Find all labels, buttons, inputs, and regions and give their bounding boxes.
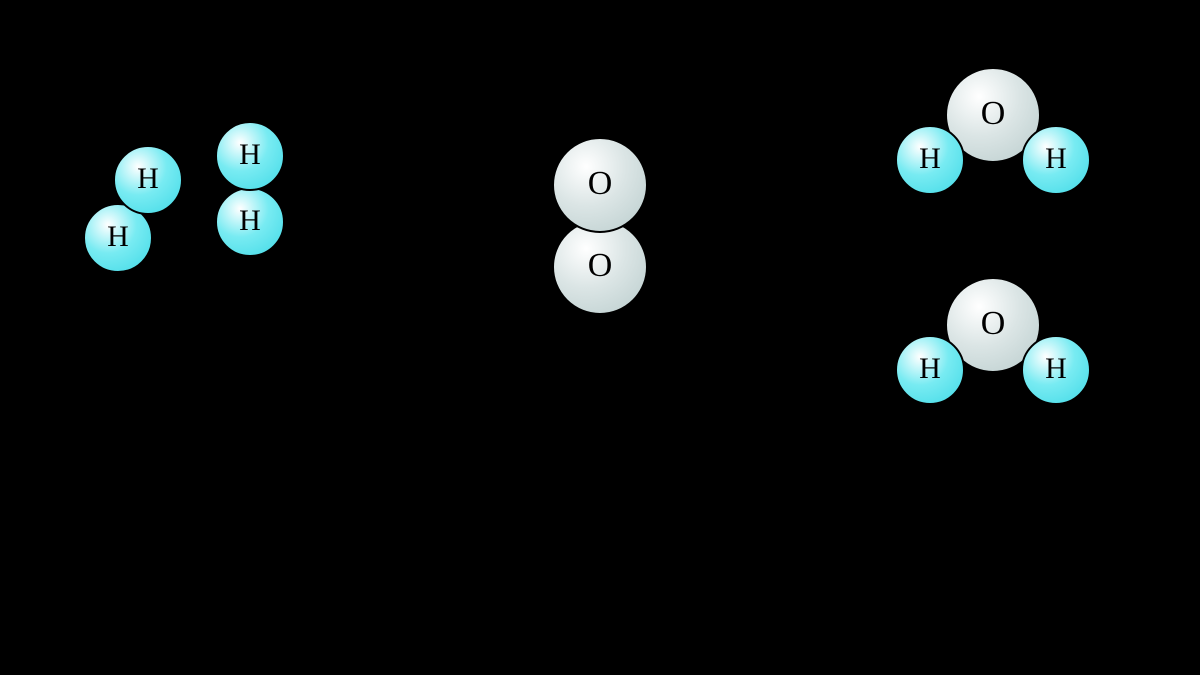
atom-label: H [239,138,261,172]
atom-label: H [919,142,941,176]
oxygen-atom: O [552,137,648,233]
atom-label: H [137,162,159,196]
atom-label: H [919,352,941,386]
atom-label: O [981,95,1006,133]
hydrogen-atom: H [895,125,965,195]
atom-label: H [107,220,129,254]
atom-label: O [588,165,613,203]
atom-label: H [239,204,261,238]
atom-label: O [588,247,613,285]
atom-label: H [1045,352,1067,386]
hydrogen-atom: H [1021,125,1091,195]
hydrogen-atom: H [215,187,285,257]
atom-label: O [981,305,1006,343]
hydrogen-atom: H [895,335,965,405]
hydrogen-atom: H [113,145,183,215]
atom-label: H [1045,142,1067,176]
hydrogen-atom: H [1021,335,1091,405]
hydrogen-atom: H [215,121,285,191]
oxygen-atom: O [552,219,648,315]
